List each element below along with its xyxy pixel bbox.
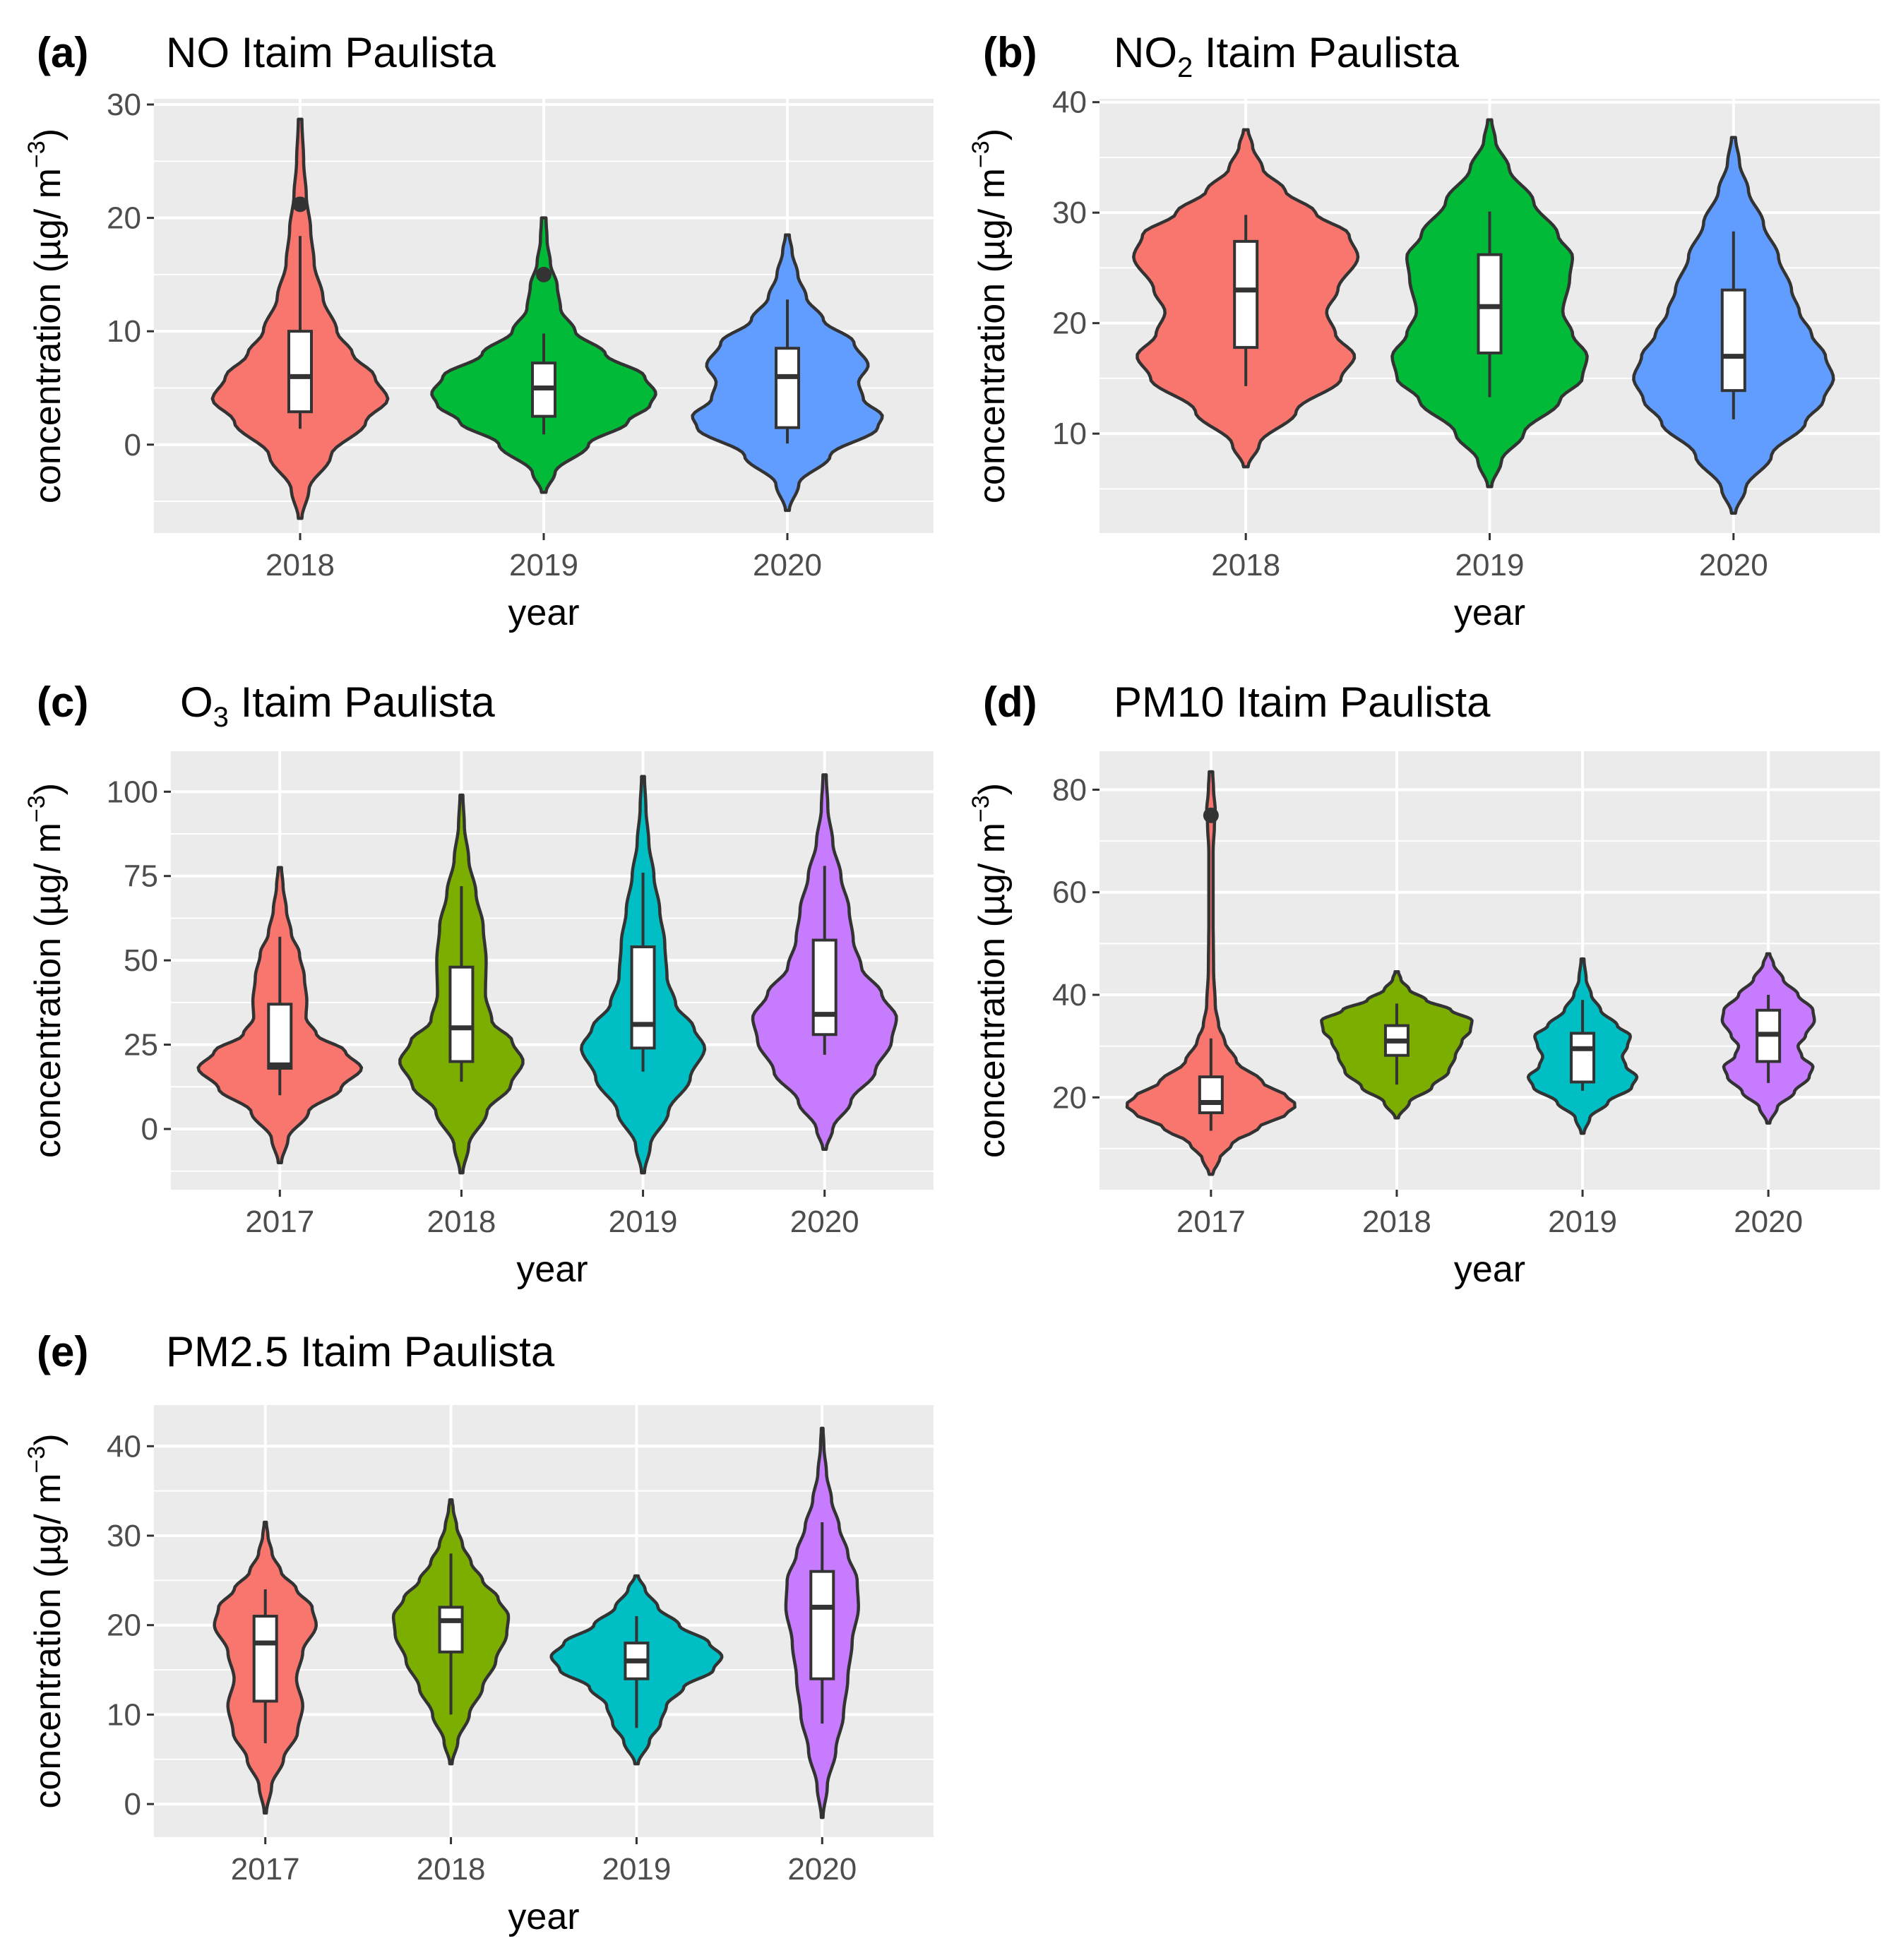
x-tick-label: 2020	[1734, 1205, 1803, 1239]
y-tick-label: 25	[124, 1028, 158, 1063]
y-tick-label: 80	[1052, 772, 1087, 807]
y-tick-label: 0	[124, 1787, 141, 1822]
panel-letter: (a)	[37, 29, 88, 76]
panel-title: PM2.5 Itaim Paulista	[166, 1328, 555, 1375]
x-tick-label: 2017	[231, 1852, 300, 1887]
x-tick-label: 2020	[787, 1852, 857, 1887]
y-tick-label: 10	[107, 1697, 141, 1732]
y-tick-label: 60	[1052, 876, 1087, 910]
x-tick-label: 2020	[790, 1205, 859, 1239]
panel-title: NO Itaim Paulista	[166, 29, 496, 76]
x-tick-label: 2017	[1176, 1205, 1246, 1239]
box-2019	[630, 945, 656, 1050]
y-tick-label: 10	[107, 314, 141, 349]
y-tick-label: 0	[141, 1112, 158, 1147]
outlier-point	[536, 266, 552, 282]
y-tick-label: 40	[107, 1429, 141, 1464]
box-2020	[809, 1570, 835, 1680]
box-2017	[267, 1003, 293, 1070]
x-tick-label: 2018	[417, 1852, 486, 1887]
x-tick-label: 2018	[427, 1205, 496, 1239]
y-tick-label: 30	[107, 1519, 141, 1553]
x-tick-label: 2019	[609, 1205, 678, 1239]
box-2020	[1720, 288, 1746, 393]
panel-e: 0 10 20 30 40 2017 2018 2019 2020 year concentrati…	[23, 1328, 934, 1937]
y-tick-label: 20	[1052, 306, 1087, 341]
x-tick-label: 2018	[1362, 1205, 1431, 1239]
box-2017	[252, 1615, 278, 1703]
box-2020	[811, 938, 838, 1036]
y-tick-label: 10	[1052, 417, 1087, 451]
y-tick-label: 20	[107, 1608, 141, 1643]
outlier-point	[1203, 807, 1219, 823]
panel-title: O3 Itaim Paulista	[180, 679, 495, 733]
y-axis-title: concentration (µg/ m−3)	[967, 783, 1013, 1158]
y-tick-label: 30	[107, 88, 141, 122]
box-2019	[1477, 253, 1503, 354]
x-axis-title: year	[508, 592, 579, 633]
y-axis-title: concentration (µg/ m−3)	[23, 129, 68, 503]
x-axis-title: year	[516, 1249, 588, 1290]
x-axis-title: year	[1454, 1249, 1525, 1290]
y-tick-label: 40	[1052, 978, 1087, 1012]
panel-letter: (d)	[983, 679, 1037, 726]
x-tick-label: 2018	[1211, 548, 1280, 582]
box-2019	[1570, 1032, 1596, 1084]
y-tick-label: 30	[1052, 196, 1087, 230]
x-tick-label: 2019	[1548, 1205, 1617, 1239]
y-tick-label: 40	[1052, 85, 1087, 120]
y-tick-label: 20	[1052, 1080, 1087, 1115]
panel-d: 20 40 60 80 2017 2018 2019 2020 year concentratio…	[967, 679, 1880, 1290]
y-tick-label: 50	[124, 943, 158, 978]
box-2017	[1198, 1075, 1224, 1115]
box-2018	[1233, 239, 1259, 349]
x-axis-title: year	[508, 1896, 579, 1937]
panel-a: 0 10 20 30 2018 2019 2020 year concentration (µg…	[23, 29, 934, 633]
y-tick-label: 0	[124, 428, 141, 462]
panel-title: NO2 Itaim Paulista	[1114, 29, 1460, 83]
panel-title: PM10 Itaim Paulista	[1114, 679, 1491, 726]
box-2018	[287, 330, 313, 414]
violin-2017	[1125, 770, 1297, 1176]
y-axis-title: concentration (µg/ m−3)	[23, 783, 68, 1158]
x-tick-label: 2020	[753, 548, 822, 582]
panel-b: 10 20 30 40 2018 2019 2020 year concentration (µ…	[967, 29, 1880, 633]
panel-letter: (b)	[983, 29, 1037, 76]
panel-letter: (c)	[37, 679, 88, 726]
box-2020	[775, 347, 800, 429]
y-tick-label: 20	[107, 201, 141, 236]
y-axis-title: concentration (µg/ m−3)	[967, 129, 1013, 503]
box-2018	[448, 965, 475, 1063]
y-tick-label: 100	[107, 775, 158, 809]
x-tick-label: 2018	[266, 548, 335, 582]
box-2018	[438, 1606, 464, 1654]
x-tick-label: 2019	[509, 548, 578, 582]
outlier-point	[292, 196, 308, 213]
x-tick-label: 2019	[1455, 548, 1525, 582]
x-axis-title: year	[1454, 592, 1525, 633]
panel-c: 0 25 50 75 100 2017 2018 2019 2020 year concentrat…	[23, 679, 934, 1290]
x-tick-label: 2020	[1699, 548, 1768, 582]
y-tick-label: 75	[124, 859, 158, 894]
y-axis-title: concentration (µg/ m−3)	[23, 1433, 68, 1808]
x-tick-label: 2017	[245, 1205, 314, 1239]
panel-letter: (e)	[37, 1328, 88, 1375]
x-tick-label: 2019	[602, 1852, 671, 1887]
